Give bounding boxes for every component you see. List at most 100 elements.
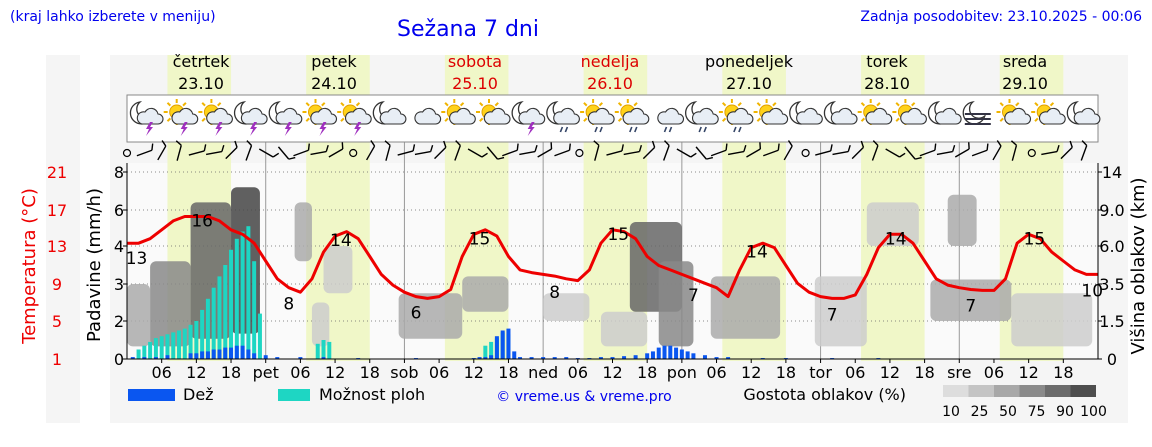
cloud-layer: [127, 284, 151, 347]
wind-barb-icon: [397, 144, 416, 156]
sun-ray: [166, 117, 172, 122]
rain-bar: [153, 357, 158, 359]
x-tick-label: ned: [528, 363, 558, 382]
rain-bar: [506, 328, 511, 359]
copyright-link[interactable]: © vreme.us & vreme.pro: [496, 389, 671, 405]
rain-drop: [594, 126, 598, 133]
wind-shaft: [727, 150, 745, 156]
cloud-tick-label: 14: [1102, 163, 1122, 182]
cloud-layer: [462, 276, 509, 312]
temperature-label: 14: [885, 229, 907, 249]
rain-drop: [599, 126, 603, 133]
wind-barb-icon: [519, 144, 538, 156]
wind-feather: [986, 143, 989, 151]
day-date: 28.10: [864, 74, 910, 93]
temp-axis-title: Temperatura (°C): [19, 188, 40, 345]
region-hint[interactable]: (kraj lahko izberete v meniju): [10, 9, 216, 25]
day-name: sreda: [1003, 52, 1047, 71]
rain-bar: [518, 357, 523, 359]
temp-tick-label: 5: [52, 312, 62, 331]
wind-barb-icon: [815, 144, 833, 156]
wind-barb-icon: [783, 140, 793, 161]
wind-barb-icon: [537, 142, 553, 158]
wind-barb-icon: [919, 143, 937, 157]
wind-shaft: [277, 146, 290, 160]
rain-bar: [234, 345, 239, 359]
rain-bar: [194, 353, 199, 359]
sun-ray: [1034, 117, 1039, 122]
rain-drop: [634, 126, 638, 133]
wind-shaft: [365, 145, 376, 161]
sun-ray: [583, 117, 588, 122]
wind-barb-icon: [851, 140, 865, 160]
wind-feather: [872, 140, 879, 146]
wind-barb-icon: [310, 144, 329, 156]
day-name: petek: [311, 52, 357, 71]
wind-calm-icon: [349, 148, 358, 158]
wind-shaft: [414, 150, 431, 156]
sun-ray: [340, 117, 345, 122]
wind-feather: [664, 140, 670, 146]
sun-cloud-icon: [996, 99, 1031, 125]
cloud-shape: [310, 107, 337, 125]
rain-bar: [714, 357, 719, 359]
lightning-bolt: [284, 122, 292, 136]
wind-shaft: [1041, 150, 1058, 156]
wind-feather: [651, 140, 656, 148]
wind-barb-icon: [1010, 140, 1018, 161]
wind-barb-icon: [365, 140, 376, 161]
wind-shaft: [136, 149, 153, 157]
precip-tick-label: 0: [114, 350, 124, 369]
wind-shaft: [502, 149, 518, 157]
sun-cloud-icon: [1031, 99, 1066, 125]
wind-shaft: [676, 148, 692, 158]
wind-barb-icon: [871, 140, 879, 161]
wind-feather: [1069, 140, 1073, 148]
sun-thunder-icon: [198, 99, 233, 136]
sun-rain-icon: [614, 99, 650, 133]
moon-cloud-icon: [823, 101, 858, 125]
x-tick-label: 06: [290, 363, 310, 382]
sun-ray: [340, 102, 345, 107]
lightning-bolt: [319, 122, 327, 136]
wind-shaft: [594, 145, 600, 161]
sun-ray: [479, 102, 484, 107]
wind-feather: [370, 140, 376, 147]
day-name: torek: [866, 52, 908, 71]
sun-ray: [182, 102, 187, 107]
day-date: 29.10: [1002, 74, 1048, 93]
shower-bar: [234, 238, 239, 359]
moon-cloud-icon: [789, 101, 823, 125]
wind-shaft: [1011, 145, 1018, 161]
shower-bar: [188, 324, 193, 359]
cloud-shape: [206, 107, 233, 125]
wind-feather: [534, 144, 538, 152]
rain-bar: [142, 357, 147, 359]
sun-rain-icon: [580, 99, 615, 133]
moon-rain-icon: [546, 101, 580, 133]
x-tick-label: 18: [360, 363, 380, 382]
wind-barb-icon: [414, 144, 434, 156]
cloud-scale-label: 10: [942, 404, 960, 420]
wind-feather: [455, 140, 461, 146]
sun-ray: [772, 102, 777, 107]
rain-drop: [564, 126, 569, 133]
temperature-label: 7: [827, 305, 838, 325]
rain-bar: [679, 349, 684, 359]
rain-bar: [263, 355, 268, 359]
x-tick-label: 06: [151, 363, 171, 382]
wind-feather: [161, 140, 167, 147]
cloud-shape: [865, 107, 893, 125]
wind-shaft: [971, 149, 988, 157]
day-name: nedelja: [581, 52, 640, 71]
x-tick-label: 12: [880, 363, 900, 382]
wind-shaft: [832, 150, 849, 156]
wind-feather: [847, 144, 851, 152]
cloud-shape: [344, 107, 372, 125]
x-tick-label: 06: [984, 363, 1004, 382]
x-tick-label: sre: [947, 363, 971, 382]
wind-shaft: [815, 150, 831, 156]
wind-barb-icon: [502, 143, 519, 157]
day-date: 24.10: [311, 74, 357, 93]
